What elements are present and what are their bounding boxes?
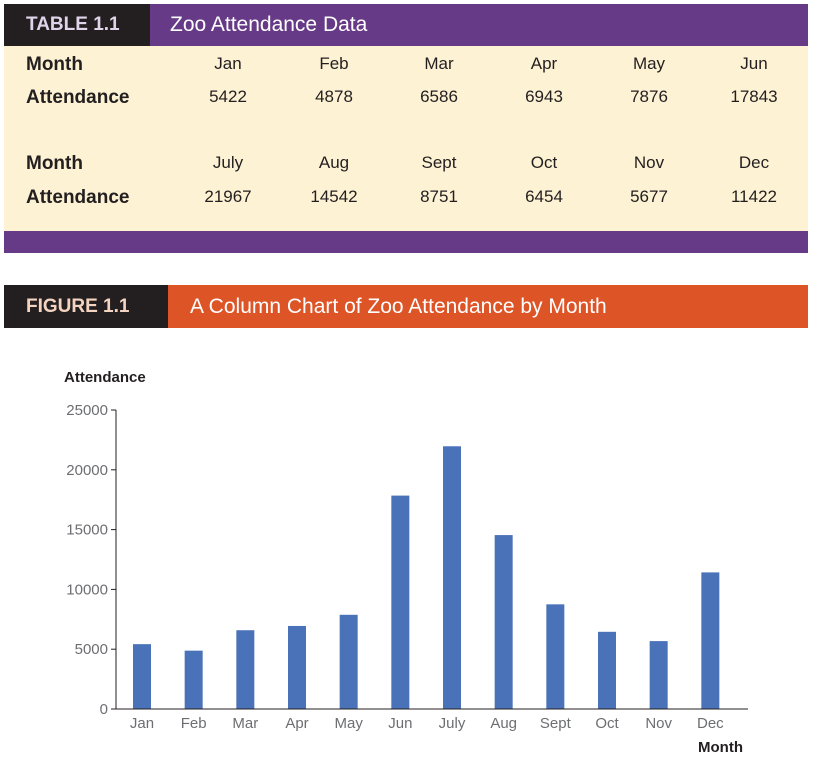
month-cell: Mar xyxy=(424,54,454,73)
x-tick-label: Mar xyxy=(232,715,258,732)
bar-aug xyxy=(494,535,513,709)
month-cell: Jun xyxy=(740,54,768,73)
x-tick-label: Jun xyxy=(388,715,412,732)
x-tick-label: Aug xyxy=(490,715,517,732)
x-tick-label: Feb xyxy=(181,715,207,732)
table-row-month-1: Month Jan Feb Mar Apr May Jun xyxy=(4,54,808,80)
bar-jan xyxy=(133,644,151,709)
x-axis-title: Month xyxy=(698,739,743,756)
bar-mar xyxy=(236,630,255,709)
attendance-cell: 4878 xyxy=(315,87,353,106)
table-row-month-2: Month July Aug Sept Oct Nov Dec xyxy=(4,153,808,179)
bar-jun xyxy=(391,495,410,709)
row-header-month: Month xyxy=(26,54,83,75)
month-cell: Oct xyxy=(530,153,558,172)
attendance-cell: 6586 xyxy=(420,87,458,106)
y-tick-label: 5000 xyxy=(75,641,108,658)
y-axis: 0 5000 10000 15000 20000 25000 xyxy=(66,402,116,718)
bar-july xyxy=(443,446,461,709)
y-tick-label: 25000 xyxy=(66,402,108,419)
month-cell: Nov xyxy=(633,153,665,172)
attendance-cell: 6454 xyxy=(525,187,563,206)
attendance-cell: 17843 xyxy=(730,87,778,106)
x-tick-label: Dec xyxy=(697,715,724,732)
table-row-attendance-1: Attendance 5422 4878 6586 6943 7876 1784… xyxy=(4,87,808,113)
attendance-cell: 5422 xyxy=(209,87,247,106)
month-cell: Dec xyxy=(738,153,770,172)
figure-label: FIGURE 1.1 xyxy=(4,285,168,328)
bar-nov xyxy=(649,641,668,709)
attendance-cell: 14542 xyxy=(310,187,358,206)
x-tick-label: Oct xyxy=(595,715,619,732)
attendance-cell: 11422 xyxy=(730,187,777,206)
attendance-cell: 8751 xyxy=(420,187,458,206)
table-body: Month Jan Feb Mar Apr May Jun Attendance… xyxy=(4,46,808,231)
table-row-attendance-2: Attendance 21967 14542 8751 6454 5677 11… xyxy=(4,187,808,213)
attendance-cell: 6943 xyxy=(525,87,563,106)
bar-may xyxy=(339,614,358,709)
row-header-attendance: Attendance xyxy=(26,187,130,208)
attendance-cell: 7876 xyxy=(630,87,668,106)
bar-apr xyxy=(288,625,306,709)
attendance-cell: 21967 xyxy=(204,187,252,206)
x-tick-label: Jan xyxy=(130,715,154,732)
bars xyxy=(133,446,720,709)
month-cell: Aug xyxy=(318,153,350,172)
x-tick-label: Apr xyxy=(285,715,308,732)
x-axis: Jan Feb Mar Apr May Jun July Aug Sept Oct Nov Dec xyxy=(130,715,724,732)
month-cell: Jan xyxy=(214,54,242,73)
bar-sept xyxy=(546,604,565,709)
y-tick-label: 10000 xyxy=(66,581,108,598)
attendance-cell: 5677 xyxy=(630,187,668,206)
month-cell: May xyxy=(632,54,666,73)
table-title: Zoo Attendance Data xyxy=(150,4,808,46)
month-cell: Sept xyxy=(421,153,457,172)
bar-oct xyxy=(598,631,616,709)
month-cell: Apr xyxy=(530,54,558,73)
bar-feb xyxy=(184,650,203,709)
column-chart: Attendance Month 0 5000 10000 15000 20000 250… xyxy=(64,369,748,756)
table-label: TABLE 1.1 xyxy=(4,4,150,46)
x-tick-label: Nov xyxy=(645,715,672,732)
figure-header: FIGURE 1.1 A Column Chart of Zoo Attenda… xyxy=(4,285,808,328)
table-header: TABLE 1.1 Zoo Attendance Data xyxy=(4,4,808,46)
table-footer-bar xyxy=(4,231,808,253)
figure-title: A Column Chart of Zoo Attendance by Mont… xyxy=(168,285,808,328)
x-tick-label: July xyxy=(439,715,466,732)
month-cell: July xyxy=(212,153,244,172)
row-header-attendance: Attendance xyxy=(26,87,130,108)
y-tick-label: 0 xyxy=(100,701,108,718)
y-axis-title: Attendance xyxy=(64,369,146,386)
y-tick-label: 15000 xyxy=(66,522,108,539)
row-header-month: Month xyxy=(26,153,83,174)
y-tick-label: 20000 xyxy=(66,462,108,479)
month-cell: Feb xyxy=(319,54,349,73)
x-tick-label: Sept xyxy=(540,715,572,732)
bar-dec xyxy=(701,572,720,709)
x-tick-label: May xyxy=(334,715,363,732)
